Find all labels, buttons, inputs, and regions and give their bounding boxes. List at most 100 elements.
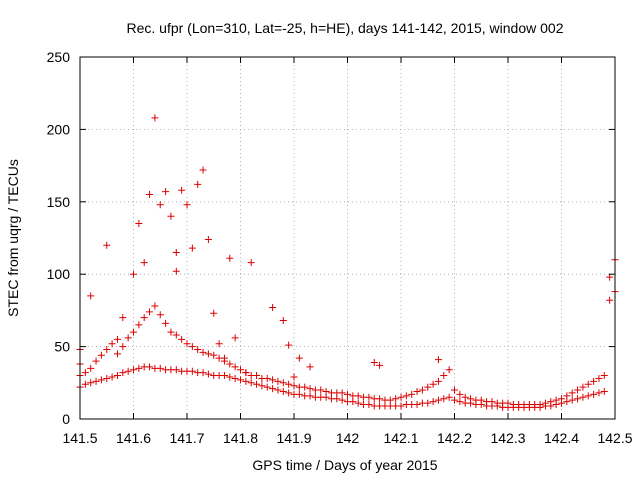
data-point [579,393,587,401]
data-point [178,186,186,194]
data-point [392,395,400,403]
data-point [81,380,89,388]
data-point [103,345,111,353]
data-point [92,377,100,385]
data-point [119,369,127,377]
data-point [135,220,143,228]
data-point [290,373,298,381]
data-point [231,374,239,382]
data-point [445,393,453,401]
data-point [124,334,132,342]
data-point [285,389,293,397]
data-point [247,259,255,267]
data-point [130,328,137,336]
data-point [418,386,426,394]
y-tick-label: 200 [47,121,71,137]
data-point [451,386,458,394]
x-tick-label: 142.5 [597,430,632,446]
data-point [338,396,346,404]
data-point [574,386,582,394]
data-point [295,390,303,398]
data-point [488,398,496,406]
x-tick-label: 141.7 [169,430,204,446]
data-point [253,372,261,380]
data-point [226,373,234,381]
grid-lines [79,56,616,420]
data-point [135,364,143,372]
data-point [156,311,164,319]
data-point [456,390,464,398]
plot-frame [79,56,616,420]
data-point [354,392,362,400]
data-point [402,392,410,400]
data-point [199,348,207,356]
data-point [595,374,603,382]
data-point [541,399,549,407]
y-axis-label: STEC from uqrg / TECUs [5,159,21,317]
data-point [237,376,244,384]
data-point [354,399,362,407]
data-point [231,334,239,342]
data-point [306,385,314,393]
x-tick-label: 142.1 [383,430,418,446]
data-point [247,379,255,387]
data-point [188,343,196,351]
data-point [113,335,121,343]
data-point [210,351,218,359]
data-point [408,390,416,398]
data-point [365,393,373,401]
data-point [199,369,207,377]
data-point [606,296,614,304]
data-point [178,335,186,343]
data-point [226,254,234,262]
data-point [322,387,330,395]
x-tick-label: 142.2 [437,430,472,446]
data-point [440,372,448,380]
data-point [386,396,394,404]
data-point [397,402,405,410]
data-point [103,241,111,249]
data-point [183,201,191,209]
data-point [306,363,314,371]
data-point [130,270,137,278]
data-point [547,398,555,406]
data-point [92,357,100,365]
x-tick-label: 142.3 [490,430,525,446]
data-point [204,370,212,378]
data-point [87,379,95,387]
data-point [584,392,592,400]
y-tick-label: 50 [54,339,70,355]
x-tick-label: 141.6 [116,430,151,446]
data-point [290,382,298,390]
data-point [87,292,95,300]
data-point [600,387,608,395]
x-tick-label: 141.9 [276,430,311,446]
data-point [568,396,576,404]
data-point [461,393,469,401]
data-point [242,377,250,385]
data-point [285,341,293,349]
data-point [376,395,384,403]
data-point [226,360,234,368]
data-point [130,366,137,374]
data-point [552,396,560,404]
data-point [215,340,223,348]
chart-title: Rec. ufpr (Lon=310, Lat=-25, h=HE), days… [126,20,563,36]
data-point [119,314,127,322]
data-point [151,114,159,122]
data-point [440,395,448,403]
data-point [156,364,164,372]
data-point [274,386,282,394]
data-point [424,399,432,407]
data-point [445,366,453,374]
data-point [199,166,207,174]
data-point [194,345,202,353]
data-point [600,372,608,380]
data-point [151,302,159,310]
data-point [204,235,212,243]
data-point [167,212,175,220]
data-point [579,383,587,391]
data-point [434,356,442,364]
data-point [108,373,116,381]
